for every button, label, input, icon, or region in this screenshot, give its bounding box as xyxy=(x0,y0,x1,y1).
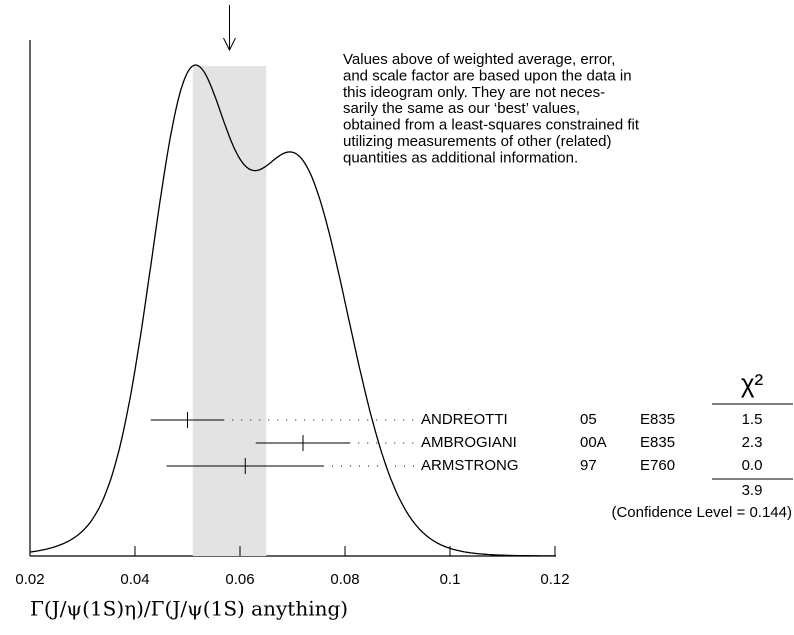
x-tick-label: 0.12 xyxy=(540,571,569,588)
measurement-chi2: 2.3 xyxy=(742,434,763,451)
average-band xyxy=(192,66,267,556)
chi2-header: χ² xyxy=(741,368,764,398)
measurement-name: AMBROGIANI xyxy=(421,434,517,451)
x-tick-label: 0.02 xyxy=(15,571,44,588)
note-line: utilizing measurements of other (related… xyxy=(343,133,611,150)
measurement-experiment: E835 xyxy=(640,411,675,428)
measurement-experiment: E760 xyxy=(640,457,675,474)
note-line: this ideogram only. They are not neces- xyxy=(343,84,605,101)
measurement-chi2: 0.0 xyxy=(742,457,763,474)
chi2-total: 3.9 xyxy=(742,482,763,499)
x-tick-label: 0.1 xyxy=(440,571,461,588)
note-line: sarily the same as our ‘best’ values, xyxy=(343,100,580,117)
note-line: Values above of weighted average, error, xyxy=(343,51,615,68)
x-axis-label: Γ(J/ψ(1S)η)/Γ(J/ψ(1S) anything) xyxy=(30,597,348,621)
measurement-experiment: E835 xyxy=(640,434,675,451)
measurement-chi2: 1.5 xyxy=(742,411,763,428)
confidence-level: (Confidence Level = 0.144) xyxy=(611,504,792,521)
x-tick-label: 0.08 xyxy=(330,571,359,588)
x-tick-label: 0.04 xyxy=(120,571,149,588)
note-line: and scale factor are based upon the data… xyxy=(343,67,632,84)
note-line: obtained from a least-squares constraine… xyxy=(343,117,640,134)
measurement-name: ARMSTRONG xyxy=(421,457,519,474)
measurement-year: 97 xyxy=(580,457,597,474)
average-arrowhead xyxy=(223,37,236,52)
measurement-year: 00A xyxy=(580,434,607,451)
x-tick-label: 0.06 xyxy=(225,571,254,588)
note-line: quantities as additional information. xyxy=(343,149,578,166)
ideogram-curve xyxy=(29,64,555,557)
measurement-name: ANDREOTTI xyxy=(421,411,508,428)
measurement-year: 05 xyxy=(580,411,597,428)
